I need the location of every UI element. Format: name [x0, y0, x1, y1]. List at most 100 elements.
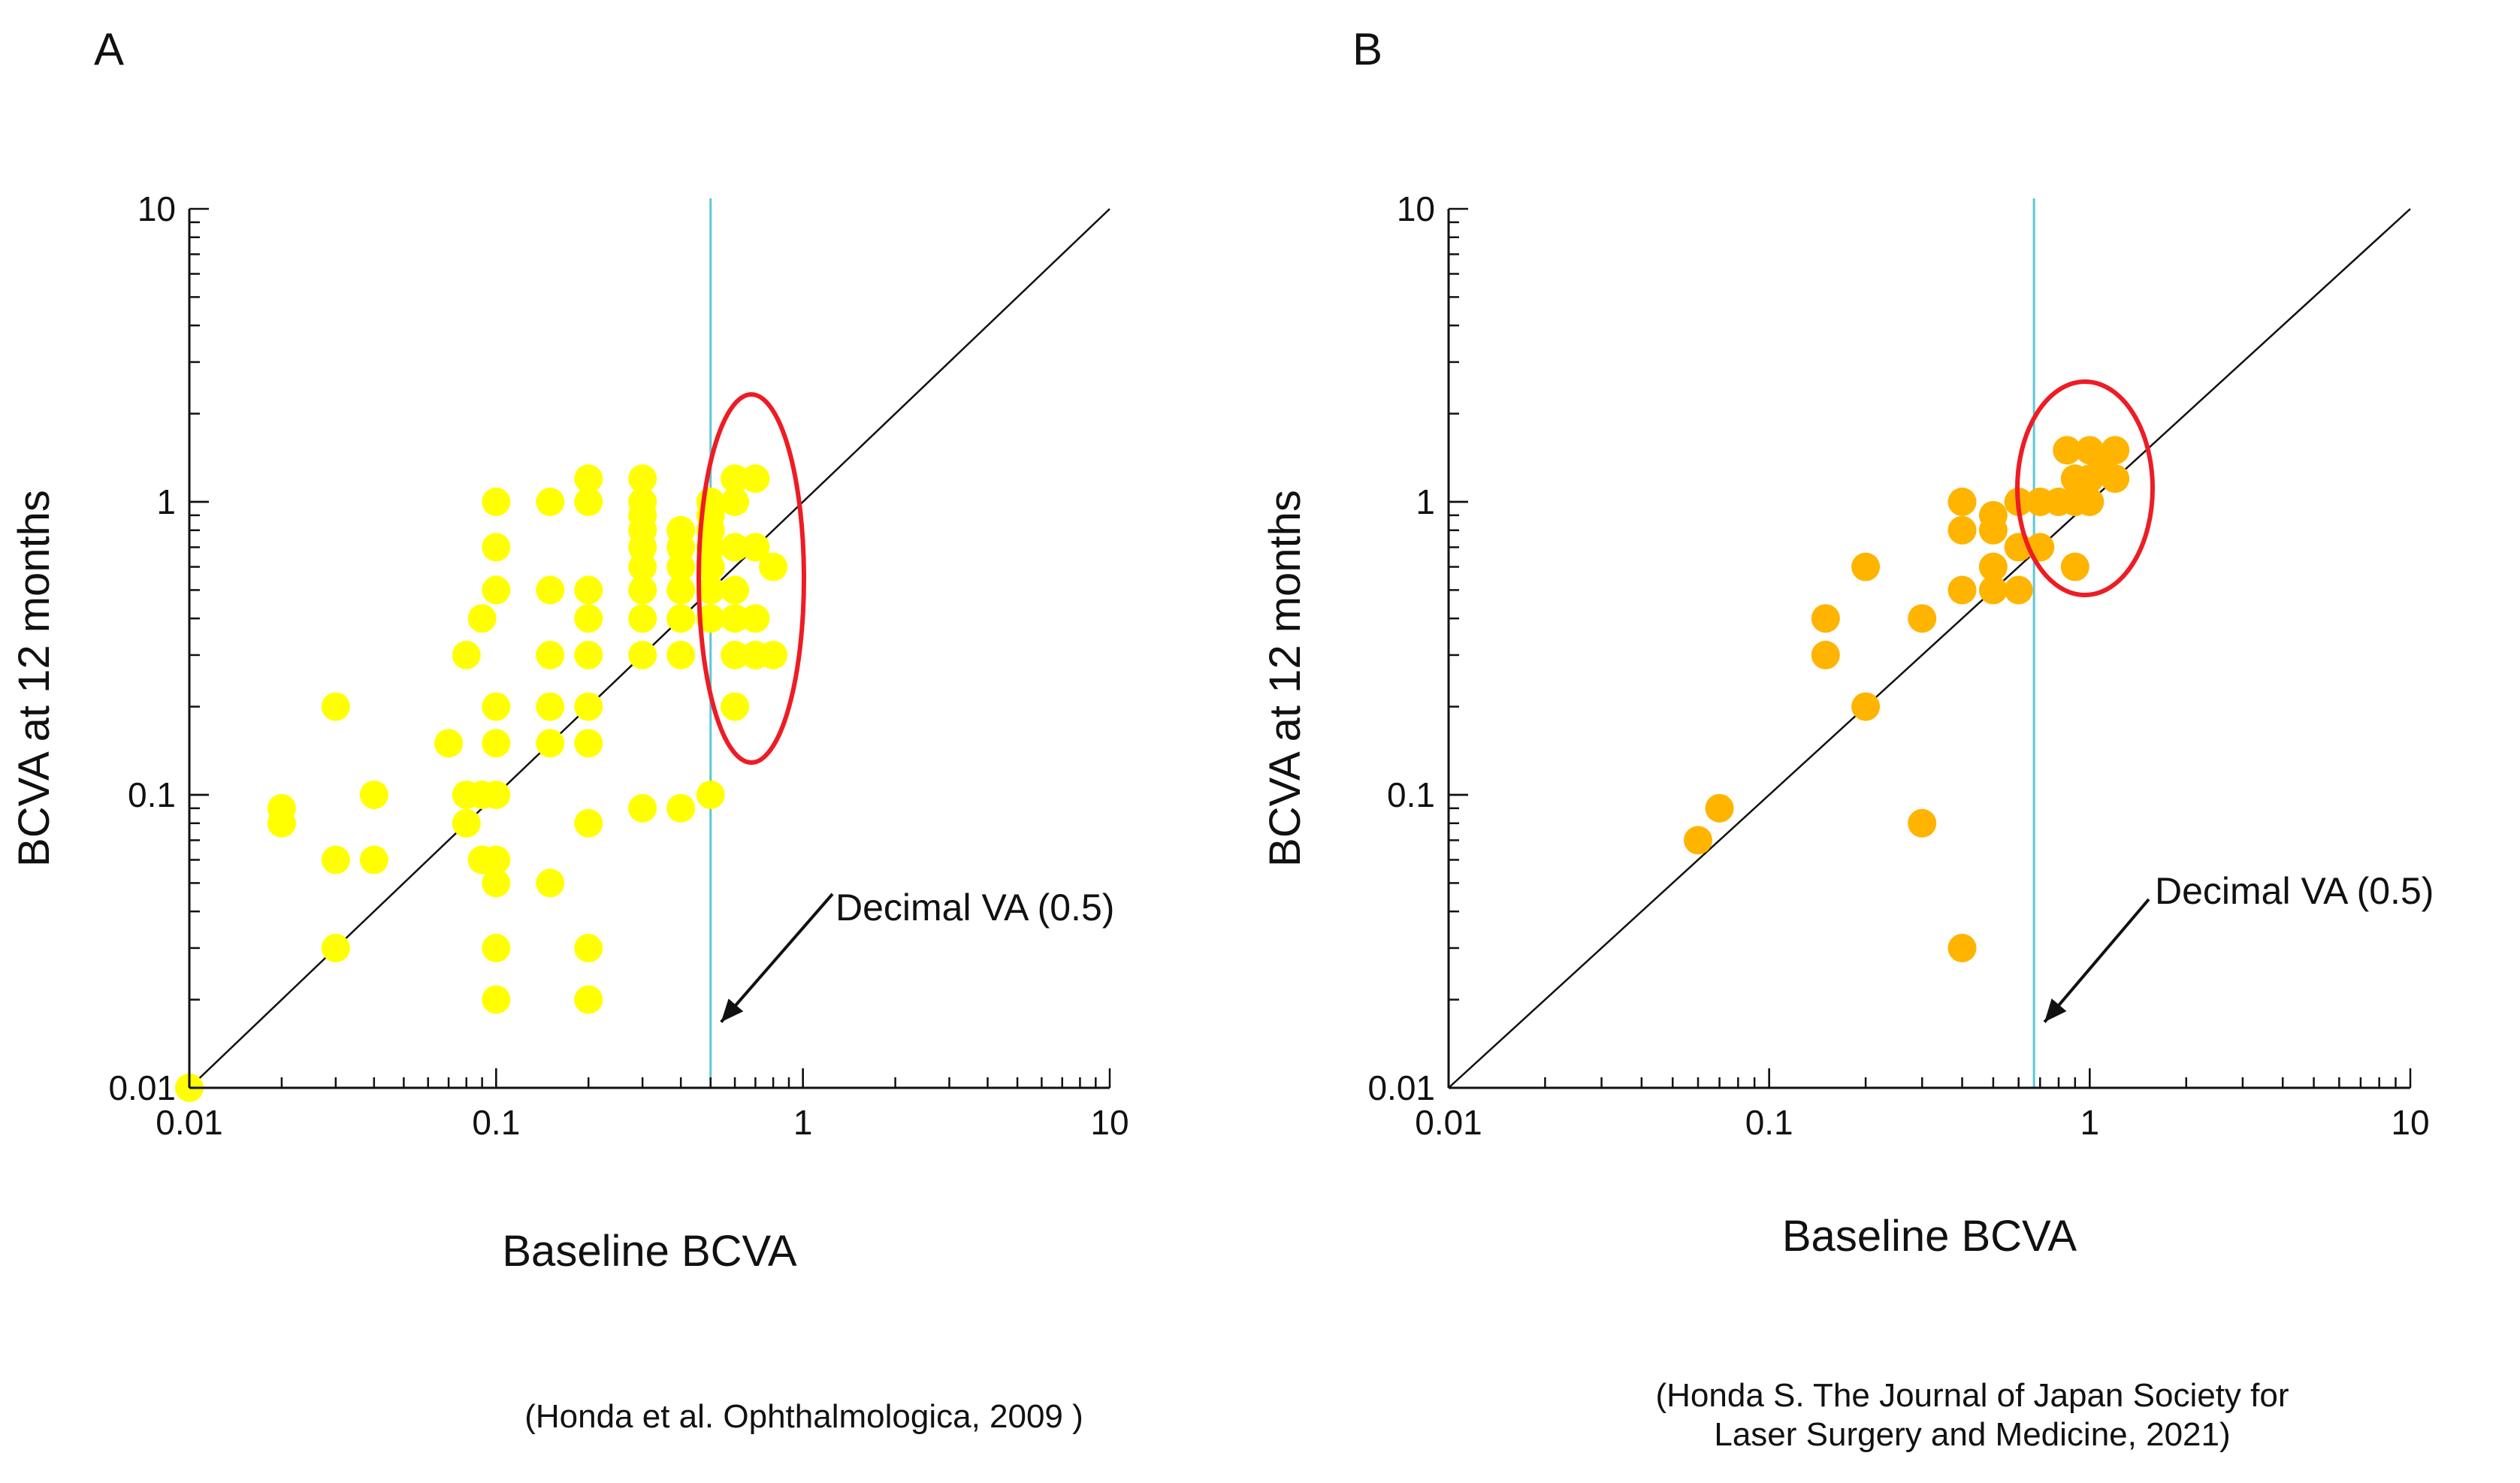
data-points	[175, 464, 788, 1102]
data-point	[721, 488, 750, 516]
data-point	[696, 533, 725, 562]
y-tick-label: 0.01	[108, 1068, 176, 1107]
annotation-arrow	[720, 893, 834, 1023]
data-point	[1908, 808, 1937, 838]
data-point	[482, 933, 511, 962]
citation: (Honda S. The Journal of Japan Society f…	[1655, 1377, 2289, 1453]
data-point	[666, 604, 696, 633]
data-point	[721, 604, 750, 633]
x-tick-label: 0.01	[1415, 1103, 1482, 1142]
data-point	[1811, 604, 1840, 633]
annotation-arrowhead	[721, 998, 744, 1022]
data-point	[2101, 464, 2130, 494]
x-tick-label: 1	[793, 1103, 813, 1142]
data-point	[666, 793, 696, 823]
data-point	[482, 868, 511, 898]
y-tick-label: 10	[137, 189, 176, 228]
data-point	[536, 692, 565, 721]
y-tick-label: 0.1	[1387, 775, 1435, 814]
y-axis-title: BCVA at 12 months	[10, 490, 59, 867]
x-tick-label: 0.1	[1745, 1103, 1793, 1142]
y-tick-label: 1	[156, 482, 176, 521]
data-point	[321, 692, 350, 721]
data-point	[1851, 552, 1881, 581]
data-point	[741, 464, 770, 494]
x-tick-label: 0.1	[472, 1103, 520, 1142]
data-point	[2075, 488, 2105, 516]
data-point	[628, 640, 657, 669]
data-point	[666, 552, 696, 581]
data-point	[574, 575, 603, 605]
x-axis-title: Baseline BCVA	[502, 1227, 797, 1276]
data-point	[696, 604, 725, 633]
data-point	[482, 488, 511, 516]
data-point	[1908, 604, 1937, 633]
data-point	[1978, 515, 2008, 545]
y-tick-label: 0.1	[128, 775, 176, 814]
data-point	[721, 640, 750, 669]
panel-label: B	[1352, 24, 1382, 74]
data-point	[2101, 436, 2130, 465]
y-axis-title: BCVA at 12 months	[1261, 490, 1310, 867]
data-point	[1811, 640, 1840, 669]
data-point	[696, 575, 725, 605]
data-point	[628, 464, 657, 494]
data-point	[482, 729, 511, 758]
highlight-ellipse	[696, 392, 806, 765]
data-point	[2060, 552, 2089, 581]
data-point	[574, 729, 603, 758]
data-point	[321, 933, 350, 962]
data-point	[267, 808, 296, 838]
data-point	[452, 808, 481, 838]
data-point	[666, 575, 696, 605]
y-tick-label: 0.01	[1367, 1068, 1435, 1107]
identity-line	[1448, 208, 2411, 1089]
data-point	[321, 845, 350, 874]
x-axis-title: Baseline BCVA	[1782, 1212, 2077, 1261]
data-point	[452, 640, 481, 669]
data-point	[536, 640, 565, 669]
data-point	[741, 604, 770, 633]
chart-panel-b: B 0.01 0.1 1 10 0.01 0.1 1 10 Baseline BCVA BCVA a…	[1261, 24, 2434, 1453]
data-point	[574, 640, 603, 669]
data-point	[574, 933, 603, 962]
data-point	[574, 985, 603, 1014]
data-point	[696, 781, 725, 809]
data-point	[628, 793, 657, 823]
data-point	[536, 729, 565, 758]
data-point	[1978, 575, 2008, 605]
chart-panel-a: A 0.01 0.1 1 10 0.01 0.1 1 10 Baseline BCVA BCVA a…	[10, 24, 1129, 1435]
data-point	[1947, 488, 1977, 516]
data-point	[482, 533, 511, 562]
data-point	[574, 808, 603, 838]
axis-ticks	[188, 207, 1111, 1089]
data-point	[482, 845, 511, 874]
data-point	[1705, 793, 1734, 823]
data-point	[666, 533, 696, 562]
data-point	[1947, 515, 1977, 545]
data-point	[536, 488, 565, 516]
highlight-ellipse	[2015, 379, 2155, 597]
data-point	[482, 781, 511, 809]
annotation-label: Decimal VA (0.5)	[2155, 870, 2434, 912]
data-point	[359, 781, 388, 809]
data-point	[2053, 436, 2082, 465]
x-tick-label: 10	[1090, 1103, 1129, 1142]
data-point	[721, 692, 750, 721]
data-point	[628, 575, 657, 605]
data-point	[1947, 575, 1977, 605]
data-point	[1947, 933, 1977, 962]
data-point	[1684, 826, 1713, 855]
data-point	[2004, 575, 2033, 605]
annotation-label: Decimal VA (0.5)	[835, 886, 1114, 929]
data-point	[721, 575, 750, 605]
data-point	[628, 533, 657, 562]
y-tick-label: 1	[1416, 482, 1435, 521]
data-point	[482, 692, 511, 721]
citation-line: (Honda S. The Journal of Japan Society f…	[1655, 1377, 2289, 1414]
data-point	[482, 575, 511, 605]
data-point	[359, 845, 388, 874]
x-tick-label: 10	[2391, 1103, 2429, 1142]
annotation-arrowhead	[2044, 998, 2067, 1022]
